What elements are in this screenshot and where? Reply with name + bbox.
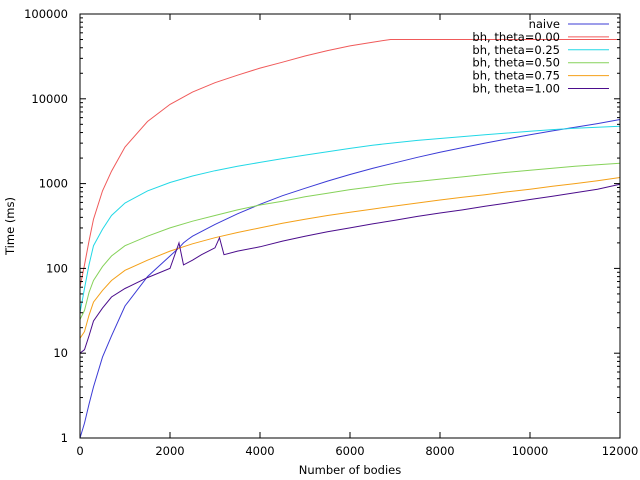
legend-label: bh, theta=0.75 [472,69,560,83]
x-tick-label: 10000 [512,444,549,458]
series-line-0 [79,119,621,439]
y-tick-label: 1000 [39,177,68,191]
y-axis-label: Time (ms) [3,197,17,256]
x-tick-label: 2000 [155,444,184,458]
series-line-4 [79,177,621,339]
series-line-1 [79,39,620,288]
series-lines [79,39,621,439]
x-tick-label: 0 [76,444,83,458]
x-tick-label: 8000 [425,444,454,458]
y-tick-label: 100 [46,261,68,275]
y-tick-label: 10000 [31,92,68,106]
legend-label: naive [529,17,560,31]
y-tick-label: 100000 [24,7,68,21]
series-line-2 [79,125,621,313]
x-axis-label: Number of bodies [299,463,402,477]
series-line-5 [79,183,621,354]
series-line-3 [79,162,621,320]
y-tick-label: 10 [53,346,68,360]
y-axis: 1 10 100 1000 10000 100000 [24,7,620,445]
x-axis: 0 2000 4000 6000 8000 10000 12000 [76,14,638,458]
legend-label: bh, theta=0.00 [472,30,560,44]
legend-label: bh, theta=0.50 [472,56,560,70]
legend-label: bh, theta=1.00 [472,82,560,96]
y-tick-label: 1 [61,431,68,445]
x-tick-label: 6000 [335,444,364,458]
legend-label: bh, theta=0.25 [472,43,560,57]
x-tick-label: 12000 [602,444,639,458]
x-tick-label: 4000 [245,444,274,458]
